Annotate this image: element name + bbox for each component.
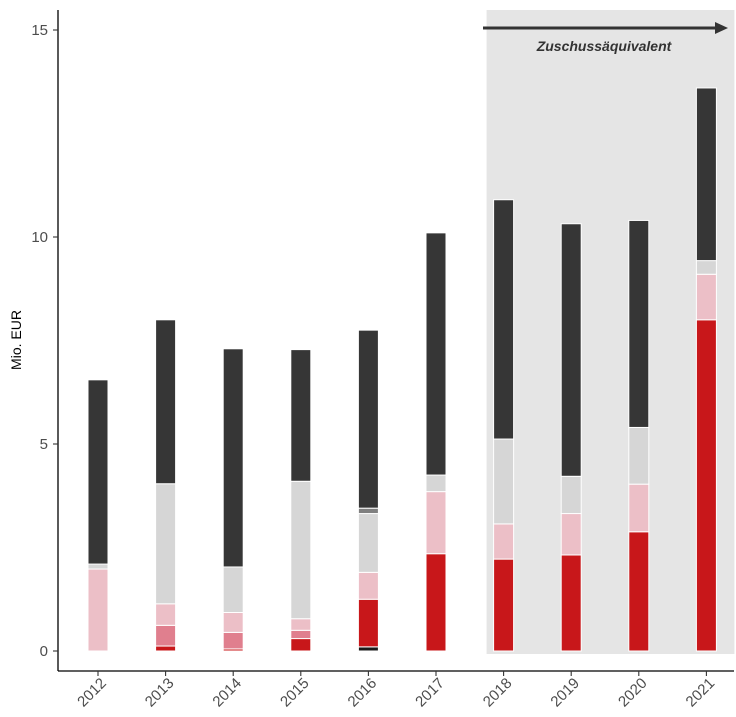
bar-segment-2018-4 [493, 438, 515, 525]
x-tick-label: 2019 [547, 675, 583, 711]
x-tick-label: 2021 [683, 675, 719, 711]
x-tick-label: 2017 [412, 675, 448, 711]
axes-layer [57, 10, 734, 672]
x-tick-label: 2018 [480, 675, 516, 711]
bar-segment-2015-3 [290, 618, 312, 631]
bar-segment-2012-6 [87, 379, 109, 565]
annotation-label: Zuschussäquivalent [536, 38, 673, 54]
bar-segment-2016-4 [357, 513, 379, 573]
bar-segment-2018-1 [493, 558, 515, 652]
bar-segment-2017-4 [425, 474, 447, 493]
bar-segment-2021-4 [695, 260, 717, 275]
bar-segment-2020-3 [628, 483, 650, 533]
bar-segment-2019-4 [560, 475, 582, 515]
bar-segment-2013-6 [155, 319, 177, 485]
annotation-arrowhead [715, 22, 728, 34]
x-ticks-layer: 2012 2013 2014 2015 2016 2017 2018 2019 2020 2021 [74, 671, 718, 710]
bar-segment-2012-4 [87, 563, 109, 570]
y-axis-title: Mio. EUR [8, 310, 24, 370]
bar-segment-2015-4 [290, 480, 312, 620]
bar-segment-2015-6 [290, 349, 312, 482]
bar-segment-2017-3 [425, 491, 447, 555]
y-tick-label: 5 [40, 436, 48, 453]
bar-segment-2016-6 [357, 329, 379, 509]
bar-segment-2015-2 [290, 629, 312, 640]
x-tick-label: 2013 [142, 675, 178, 711]
bar-segment-2015-1 [290, 638, 312, 652]
bar-segment-2016-1 [357, 598, 379, 648]
bars-layer [87, 87, 717, 652]
bar-segment-2016-3 [357, 571, 379, 600]
bar-segment-2014-2 [222, 631, 244, 650]
shaded-region-layer [486, 10, 735, 654]
bar-segment-2020-4 [628, 426, 650, 485]
bar-segment-2013-1 [155, 645, 177, 652]
bar-segment-2020-1 [628, 531, 650, 652]
shaded-region [486, 10, 735, 654]
bar-segment-2021-6 [695, 87, 717, 262]
x-tick-label: 2015 [277, 675, 313, 711]
bar-segment-2019-6 [560, 223, 582, 477]
bar-segment-2017-6 [425, 232, 447, 476]
y-tick-label: 15 [31, 22, 48, 39]
bar-segment-2020-6 [628, 219, 650, 428]
bar-segment-2019-3 [560, 513, 582, 556]
x-tick-label: 2020 [615, 675, 651, 711]
bar-segment-2012-3 [87, 568, 109, 652]
x-tick-label: 2016 [345, 675, 381, 711]
bar-segment-2014-4 [222, 566, 244, 613]
x-tick-label: 2014 [209, 675, 245, 711]
bar-segment-2013-3 [155, 603, 177, 626]
bar-segment-2018-3 [493, 523, 515, 560]
y-ticks-layer: 0 5 10 15 [31, 22, 58, 660]
bar-segment-2014-6 [222, 348, 244, 568]
bar-segment-2021-1 [695, 319, 717, 652]
bar-segment-2016-5 [357, 507, 379, 515]
bar-segment-2014-3 [222, 611, 244, 633]
bar-segment-2013-4 [155, 483, 177, 605]
bar-segment-2021-3 [695, 273, 717, 321]
bar-segment-2016-0 [357, 646, 379, 652]
bar-segment-2017-1 [425, 553, 447, 652]
bar-segment-2018-6 [493, 199, 515, 440]
y-tick-label: 10 [31, 229, 48, 246]
y-tick-label: 0 [40, 643, 48, 660]
annotation-layer: Zuschussäquivalent [483, 22, 728, 54]
x-tick-label: 2012 [74, 675, 110, 711]
bar-segment-2013-2 [155, 624, 177, 647]
bar-segment-2019-1 [560, 554, 582, 652]
